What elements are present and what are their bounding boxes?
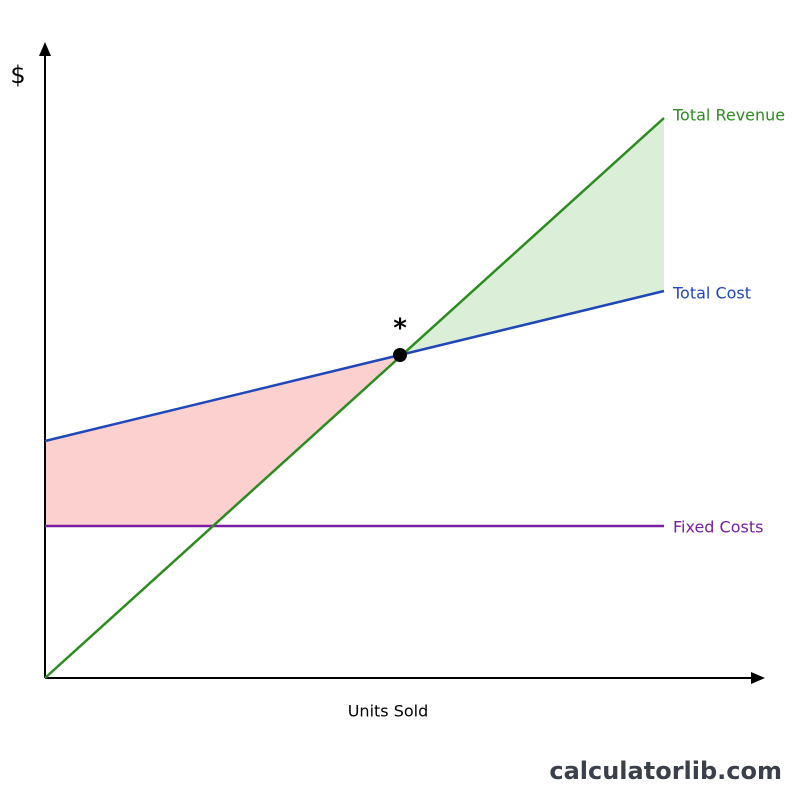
total-cost-line: [44, 289, 665, 443]
y-axis-arrow: [39, 42, 51, 56]
total-revenue-line: [44, 117, 665, 679]
y-axis-label: $: [10, 61, 25, 89]
total-revenue-label: Total Revenue: [672, 106, 785, 125]
total-cost-label: Total Cost: [672, 284, 751, 303]
x-axis-label: Units Sold: [348, 702, 429, 721]
loss-region: [45, 355, 400, 526]
fixed-costs-label: Fixed Costs: [673, 518, 763, 537]
x-axis-arrow: [751, 672, 765, 684]
break-even-marker: *: [393, 314, 407, 344]
brand: calculatorlib.com: [549, 757, 782, 785]
break-even-point: [393, 348, 407, 362]
